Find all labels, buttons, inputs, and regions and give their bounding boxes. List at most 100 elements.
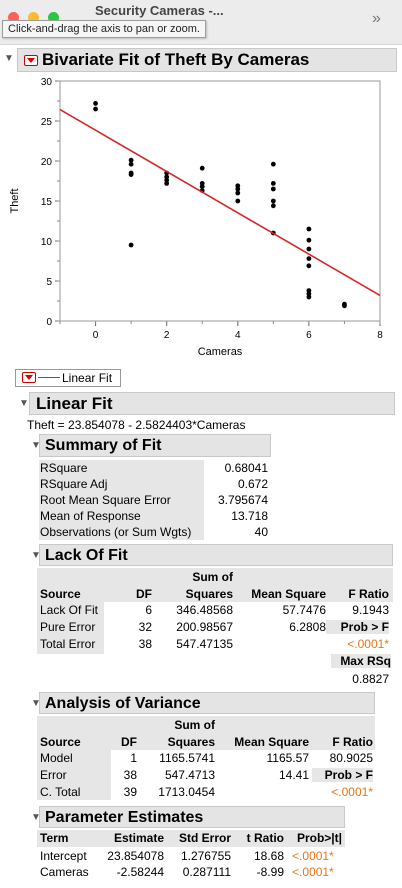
- summary-row-value: 3.795674: [217, 493, 268, 507]
- legend-red-triangle-icon[interactable]: [22, 372, 36, 383]
- column-header: Mean Square: [234, 735, 309, 749]
- summary-row-value: 0.68041: [224, 461, 268, 475]
- column-header: Estimate: [113, 831, 164, 845]
- data-point[interactable]: [306, 256, 312, 261]
- data-point[interactable]: [235, 198, 241, 204]
- table-cell: <.0001*: [331, 785, 373, 799]
- x-axis-label: Cameras: [198, 346, 243, 358]
- lack-of-fit-header: Lack Of Fit: [39, 544, 393, 566]
- data-point[interactable]: [270, 198, 276, 204]
- table-cell: -8.99: [256, 865, 284, 879]
- table-cell: 14.41: [278, 768, 309, 782]
- table-cell: 1.276755: [180, 849, 231, 863]
- legend-label: Linear Fit: [62, 371, 113, 385]
- disclosure-triangle-icon[interactable]: ▼: [19, 398, 29, 409]
- data-point[interactable]: [235, 190, 241, 196]
- data-point[interactable]: [306, 294, 312, 300]
- data-point[interactable]: [235, 186, 241, 192]
- data-point[interactable]: [93, 101, 98, 106]
- table-cell: 1713.0454: [158, 785, 215, 799]
- data-point[interactable]: [342, 303, 347, 309]
- column-header: t Ratio: [246, 831, 284, 845]
- table-cell: 32: [138, 620, 152, 634]
- data-point[interactable]: [306, 226, 312, 232]
- data-point[interactable]: [128, 172, 134, 177]
- data-point[interactable]: [270, 186, 276, 192]
- table-cell: 80.9025: [329, 751, 373, 765]
- table-cell: 1165.57: [266, 751, 310, 765]
- plot-frame[interactable]: [59, 80, 381, 322]
- column-header: Squares: [185, 587, 233, 601]
- y-tick-label: 0: [46, 317, 52, 328]
- data-point[interactable]: [270, 161, 276, 167]
- column-header: Term: [40, 831, 69, 845]
- zoom-window-button[interactable]: [48, 12, 59, 23]
- data-point[interactable]: [128, 157, 134, 163]
- data-point[interactable]: [128, 161, 134, 167]
- minimize-window-button[interactable]: [28, 12, 39, 23]
- summary-row-label: RSquare Adj: [40, 477, 108, 491]
- table-row-source: Model: [40, 751, 73, 765]
- scatter-plot[interactable]: 0 5 10 15 20 25 30 0 2 4 6 8 Cameras Theft: [0, 72, 402, 372]
- table-row-source: Total Error: [40, 637, 96, 651]
- table-row-term: Intercept: [40, 849, 87, 863]
- table-row-source: Pure Error: [40, 620, 96, 634]
- table-cell: 547.4713: [164, 768, 215, 782]
- lack-of-fit-header-row: [37, 568, 393, 602]
- disclosure-triangle-icon[interactable]: ▼: [31, 440, 41, 451]
- column-header: Prob>|t|: [296, 831, 342, 845]
- table-cell: 6: [145, 603, 152, 617]
- data-point[interactable]: [199, 184, 205, 189]
- column-header: DF: [121, 735, 137, 749]
- column-header: Std Error: [178, 831, 231, 845]
- data-point[interactable]: [306, 246, 312, 252]
- disclosure-triangle-icon[interactable]: ▼: [31, 812, 41, 823]
- summary-row-value: 40: [254, 525, 268, 539]
- summary-row-label: RSquare: [40, 461, 88, 475]
- column-header: Squares: [167, 735, 215, 749]
- column-header: Source: [40, 735, 81, 749]
- close-window-button[interactable]: [8, 12, 19, 23]
- disclosure-triangle-icon[interactable]: ▼: [31, 550, 41, 561]
- x-tick-label: 6: [306, 330, 312, 341]
- data-point[interactable]: [93, 106, 98, 112]
- summary-label-column: [39, 460, 204, 540]
- y-tick-label: 10: [41, 237, 53, 248]
- data-point[interactable]: [306, 237, 312, 243]
- y-tick-label: 15: [41, 197, 53, 208]
- summary-row-label: Observations (or Sum Wgts): [40, 525, 192, 539]
- table-cell: 547.47135: [176, 637, 233, 651]
- disclosure-triangle-icon[interactable]: ▼: [4, 53, 14, 64]
- summary-row-label: Mean of Response: [40, 509, 141, 523]
- y-tick-label: 20: [41, 157, 53, 168]
- column-header: Mean Square: [251, 587, 326, 601]
- column-header: DF: [136, 587, 152, 601]
- anova-source-column: [37, 750, 111, 800]
- table-cell: <.0001*: [347, 637, 389, 651]
- data-point[interactable]: [306, 263, 312, 269]
- disclosure-triangle-icon[interactable]: ▼: [31, 698, 41, 709]
- y-axis-label: Theft: [9, 188, 21, 213]
- max-rsq-value: 0.8827: [352, 672, 389, 686]
- data-point[interactable]: [270, 203, 276, 209]
- x-tick-label: 2: [164, 330, 170, 341]
- table-cell: 57.7476: [282, 603, 326, 617]
- x-tick-label: 0: [93, 330, 99, 341]
- table-cell: <.0001*: [292, 849, 334, 863]
- column-header: Sum of: [192, 570, 233, 584]
- chevron-right-icon[interactable]: »: [372, 10, 381, 27]
- table-cell: -2.58244: [116, 865, 164, 879]
- data-point[interactable]: [164, 181, 170, 186]
- fit-equation: Theft = 23.854078 - 2.5824403*Cameras: [27, 418, 246, 432]
- table-cell: Prob > F: [312, 768, 373, 782]
- table-cell: Prob > F: [326, 620, 389, 634]
- tooltip: Click-and-drag the axis to pan or zoom.: [2, 20, 206, 38]
- red-triangle-menu-icon[interactable]: [24, 55, 38, 67]
- data-point[interactable]: [128, 242, 134, 248]
- data-point[interactable]: [199, 165, 205, 171]
- table-cell: 38: [123, 768, 137, 782]
- table-row-source: Lack Of Fit: [40, 603, 99, 617]
- legend-box: Linear Fit: [15, 369, 121, 387]
- column-header: Source: [40, 587, 81, 601]
- data-point[interactable]: [270, 181, 276, 186]
